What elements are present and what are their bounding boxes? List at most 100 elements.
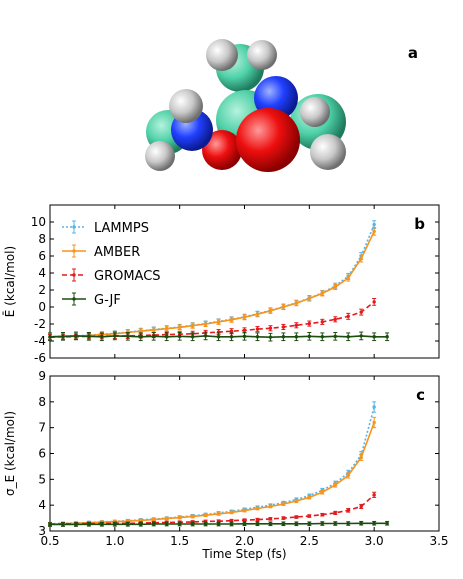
- y-tick-label: 4: [38, 266, 46, 280]
- chart-energy-sd: 0.5 1.0 1.5 2.0 2.5 3.0 3.5 3 4 5 6 7 8 9 σ_E (kcal/mo…: [3, 369, 449, 561]
- y-tick-label: -6: [34, 351, 46, 365]
- x-tick-label: 2.5: [300, 534, 319, 548]
- data-point: [372, 300, 376, 304]
- data-point: [346, 521, 350, 526]
- y-tick-label: 2: [38, 283, 46, 297]
- data-point: [100, 522, 104, 526]
- data-point: [255, 312, 260, 316]
- data-point: [307, 522, 312, 526]
- panel-label: c: [416, 386, 425, 404]
- data-point: [320, 513, 324, 517]
- data-point: [255, 335, 260, 339]
- data-point: [242, 334, 247, 339]
- molecule-render: [145, 39, 346, 172]
- data-point: [372, 521, 376, 525]
- data-point: [61, 522, 65, 527]
- data-point: [372, 493, 376, 497]
- series-line: [49, 406, 375, 525]
- data-point: [307, 321, 312, 326]
- data-point: [268, 335, 273, 339]
- data-point: [307, 495, 312, 500]
- data-point: [359, 310, 363, 314]
- y-tick-label: 6: [38, 447, 46, 461]
- data-point: [229, 318, 234, 322]
- series-gromacs: [48, 491, 377, 526]
- x-tick-label: 1.0: [105, 534, 124, 548]
- x-tick-label: 3.5: [429, 534, 448, 548]
- legend-marker: [72, 297, 76, 301]
- data-point: [333, 521, 337, 526]
- data-point: [320, 490, 324, 494]
- data-point: [372, 405, 376, 409]
- data-point: [139, 329, 143, 333]
- y-tick-label: 7: [38, 421, 46, 435]
- data-point: [229, 510, 234, 515]
- data-point: [48, 522, 52, 527]
- data-point: [165, 516, 169, 521]
- oxygen-atom: [236, 108, 300, 172]
- data-point: [242, 518, 247, 522]
- data-point: [203, 322, 208, 326]
- series-lammps: [48, 401, 377, 526]
- data-point: [320, 320, 324, 324]
- data-point: [359, 455, 363, 460]
- y-tick-label: 8: [38, 395, 46, 409]
- data-point: [74, 334, 78, 338]
- data-point: [333, 285, 337, 289]
- legend-marker: [72, 249, 76, 253]
- y-tick-label: 0: [38, 300, 46, 314]
- hydrogen-atom: [300, 97, 330, 127]
- data-point: [152, 334, 156, 339]
- data-point: [216, 512, 221, 516]
- data-point: [294, 515, 299, 519]
- data-point: [203, 522, 208, 526]
- data-point: [139, 335, 143, 339]
- data-point: [268, 309, 273, 313]
- data-point: [281, 325, 286, 329]
- x-axis-label: Time Step (fs): [201, 547, 286, 561]
- y-axis-label: σ_E (kcal/mol): [3, 411, 17, 496]
- data-point: [359, 521, 363, 525]
- data-point: [255, 517, 260, 522]
- data-point: [281, 335, 286, 339]
- data-point: [294, 522, 299, 526]
- data-point: [216, 522, 221, 526]
- data-point: [346, 314, 350, 319]
- data-point: [346, 335, 350, 339]
- data-point: [165, 522, 169, 526]
- data-point: [385, 335, 389, 339]
- data-point: [372, 420, 376, 425]
- series-g-jf: [48, 520, 390, 527]
- data-point: [87, 334, 91, 339]
- data-point: [190, 514, 195, 519]
- data-point: [100, 335, 104, 339]
- data-point: [320, 291, 324, 296]
- data-point: [281, 516, 286, 520]
- data-point: [126, 522, 130, 526]
- panel-label: b: [414, 215, 425, 233]
- hydrogen-atom: [247, 40, 277, 70]
- y-tick-label: 4: [38, 498, 46, 512]
- x-tick-label: 3.0: [365, 534, 384, 548]
- data-point: [346, 276, 350, 280]
- data-point: [281, 502, 286, 506]
- data-point: [165, 326, 169, 331]
- data-point: [307, 296, 312, 301]
- data-point: [229, 329, 234, 333]
- data-point: [177, 515, 182, 520]
- data-point: [359, 334, 363, 338]
- data-point: [113, 522, 117, 526]
- data-point: [216, 320, 221, 324]
- y-tick-label: 6: [38, 249, 46, 263]
- data-point: [255, 522, 260, 526]
- data-point: [268, 522, 273, 526]
- data-point: [294, 301, 299, 305]
- data-point: [190, 324, 195, 328]
- data-point: [333, 334, 337, 339]
- data-point: [281, 305, 286, 309]
- data-point: [268, 326, 273, 330]
- y-tick-label: 8: [38, 232, 46, 246]
- y-tick-label: -2: [34, 317, 46, 331]
- data-point: [152, 517, 156, 522]
